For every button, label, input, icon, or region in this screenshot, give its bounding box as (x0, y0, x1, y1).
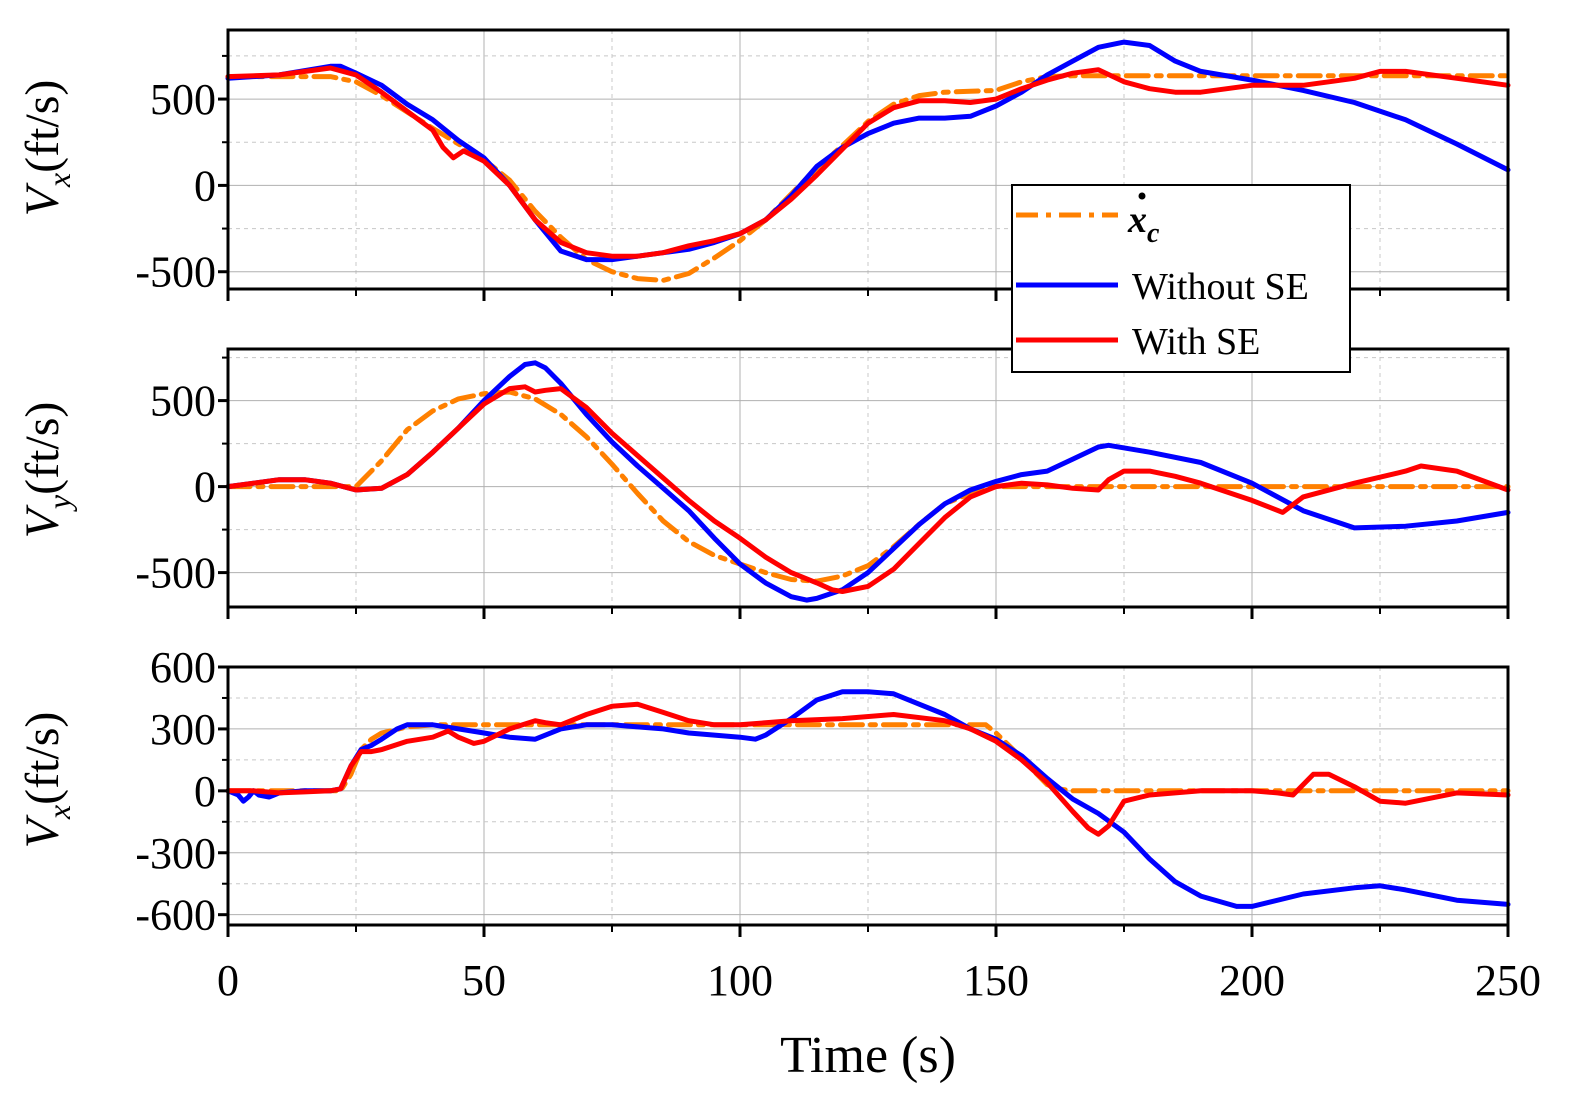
panel-bottom-series (225, 689, 1511, 909)
panel-middle-ytick-label: 0 (194, 463, 216, 512)
panel-top-series (225, 39, 1511, 283)
x-tick-label: 250 (1475, 956, 1541, 1005)
panel-top-series-without-se (225, 39, 1511, 263)
panel-top-series-with-se (225, 65, 1511, 259)
panel-bottom-series-with-se (225, 701, 1511, 837)
panel-middle-series-x-c-dot (225, 389, 1511, 584)
panel-middle-ytick-label: 500 (150, 377, 216, 426)
legend-xc-dot-icon (1138, 192, 1146, 200)
x-tick-label: 100 (707, 956, 773, 1005)
panel-bottom-ylabel: Vx(ft/s) (16, 712, 77, 849)
x-tick-label: 150 (963, 956, 1029, 1005)
panel-middle-axes: -500 0 500 (135, 347, 1510, 619)
panel-top-ylabel: Vx(ft/s) (16, 80, 77, 217)
panel-middle-series-with-se (225, 384, 1511, 594)
legend-label-xc: xc (1127, 199, 1160, 249)
panel-top-ytick-label: 0 (194, 161, 216, 210)
panel-middle: -500 0 500 Vy(ft/s) (16, 347, 1511, 619)
legend-label-without-se: Without SE (1132, 266, 1309, 308)
panel-middle-ytick-label: -500 (135, 549, 216, 598)
x-tick-label: 0 (217, 956, 239, 1005)
panel-bottom-ytick-label: -300 (135, 829, 216, 878)
legend: xc Without SE With SE (1011, 184, 1351, 373)
x-axis-label: Time (s) (780, 1027, 956, 1084)
panel-middle-grid (228, 349, 1508, 607)
panel-bottom-ytick-label: 300 (150, 705, 216, 754)
panel-top-ytick-label: -500 (135, 248, 216, 297)
panel-top: -500 0 500 Vx(ft/s) (16, 28, 1511, 301)
x-tick-label: 50 (462, 956, 506, 1005)
panel-bottom-ytick-label: 600 (150, 643, 216, 692)
panel-bottom-axes: -600 -300 0 300 600 0 50 100 150 200 250 (135, 643, 1541, 1005)
panel-bottom-ytick-label: -600 (135, 891, 216, 940)
panel-bottom: -600 -300 0 300 600 0 50 100 150 200 250 Vx(ft/s) (16, 643, 1541, 1005)
panel-middle-ylabel: Vy(ft/s) (16, 402, 77, 539)
x-tick-label: 200 (1219, 956, 1285, 1005)
panel-middle-series (225, 360, 1511, 603)
panel-top-axes: -500 0 500 (135, 28, 1510, 301)
panel-top-ytick-label: 500 (150, 75, 216, 124)
legend-label-with-se: With SE (1132, 321, 1260, 363)
panel-bottom-ytick-label: 0 (194, 767, 216, 816)
panel-bottom-grid (228, 667, 1508, 925)
